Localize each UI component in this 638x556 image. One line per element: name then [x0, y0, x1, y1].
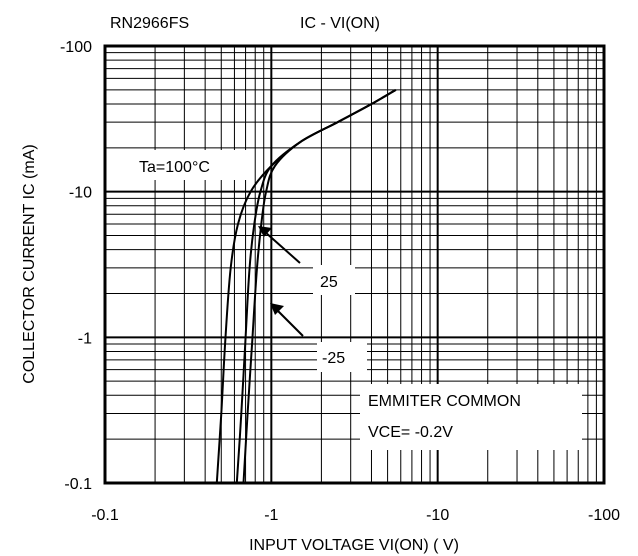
y-tick-label: -10	[69, 185, 92, 202]
y-tick-label: -0.1	[64, 476, 92, 493]
y-tick-labels: -0.1 -1 -10 -100	[60, 39, 92, 493]
y-axis-label: COLLECTOR CURRENT IC (mA)	[21, 144, 38, 383]
condition-line-1: EMMITER COMMON	[368, 393, 521, 410]
x-tick-label: -10	[426, 507, 449, 524]
annotation-m25: -25	[322, 350, 345, 367]
chart-title: IC - VI(ON)	[300, 15, 380, 32]
y-tick-label: -100	[60, 39, 92, 56]
y-tick-label: -1	[78, 330, 92, 347]
series-line-2	[242, 89, 397, 484]
arrow-25-head	[258, 226, 272, 237]
conditions-box	[360, 384, 582, 450]
x-tick-labels: -0.1 -1 -10 -100	[91, 507, 620, 524]
annotation-25: 25	[320, 274, 338, 291]
arrows	[258, 226, 304, 337]
x-axis-label: INPUT VOLTAGE VI(ON) ( V)	[249, 537, 459, 554]
tm25-label-bg	[317, 342, 367, 372]
x-tick-label: -100	[588, 507, 620, 524]
x-tick-label: -1	[264, 507, 278, 524]
arrow-m25-head	[270, 303, 284, 315]
t25-label-bg	[313, 265, 355, 295]
condition-line-2: VCE= -0.2V	[368, 424, 453, 441]
curves	[215, 89, 397, 484]
arrow-m25	[276, 309, 304, 337]
arrow-25	[264, 231, 301, 264]
ta-label-bg	[135, 150, 247, 180]
plot-frame	[103, 44, 606, 485]
annotation-ta: Ta=100°C	[139, 159, 210, 176]
part-number: RN2966FS	[110, 15, 189, 32]
x-tick-label: -0.1	[91, 507, 119, 524]
